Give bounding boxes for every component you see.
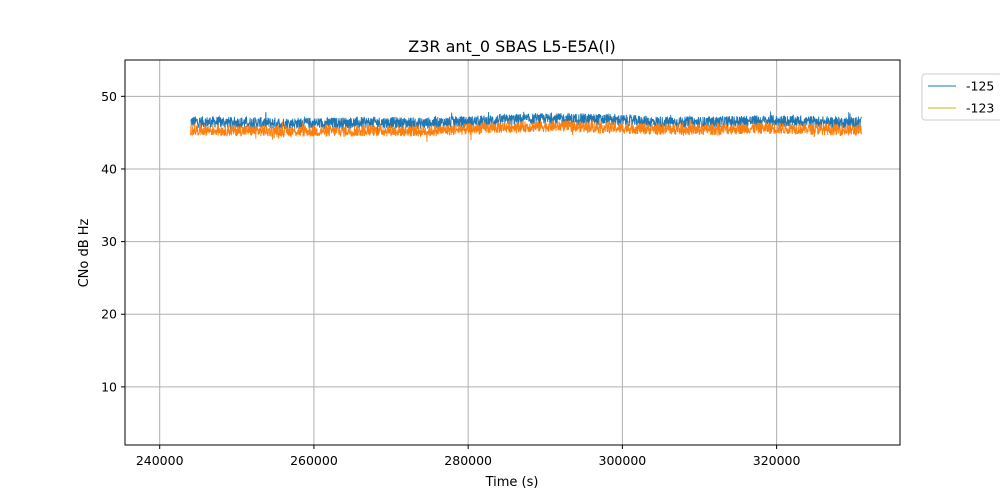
series-line-1 — [190, 119, 862, 142]
y-axis-label: CNo dB Hz — [77, 218, 92, 287]
y-tick-label: 30 — [101, 234, 117, 249]
y-tick-label: 20 — [101, 307, 117, 322]
axis-ticks: 240000 260000 280000 300000 320000 10 20 30 40 50 — [101, 89, 800, 468]
series-line-0 — [190, 111, 862, 133]
x-axis-label: Time (s) — [485, 475, 539, 490]
x-tick-label: 260000 — [290, 453, 338, 468]
x-tick-label: 320000 — [753, 453, 801, 468]
y-tick-label: 50 — [101, 89, 117, 104]
x-tick-label: 280000 — [444, 453, 492, 468]
legend-label-1: -123 — [966, 101, 994, 116]
legend-label-0: -125 — [966, 79, 994, 94]
x-tick-label: 300000 — [599, 453, 647, 468]
y-tick-label: 10 — [101, 379, 117, 394]
legend: -125 -123 — [921, 73, 1000, 121]
y-tick-label: 40 — [101, 161, 117, 176]
plot-frame — [124, 59, 901, 446]
data-series — [190, 111, 862, 142]
chart-title: Z3R ant_0 SBAS L5-E5A(I) — [408, 37, 615, 57]
x-tick-label: 240000 — [136, 453, 184, 468]
